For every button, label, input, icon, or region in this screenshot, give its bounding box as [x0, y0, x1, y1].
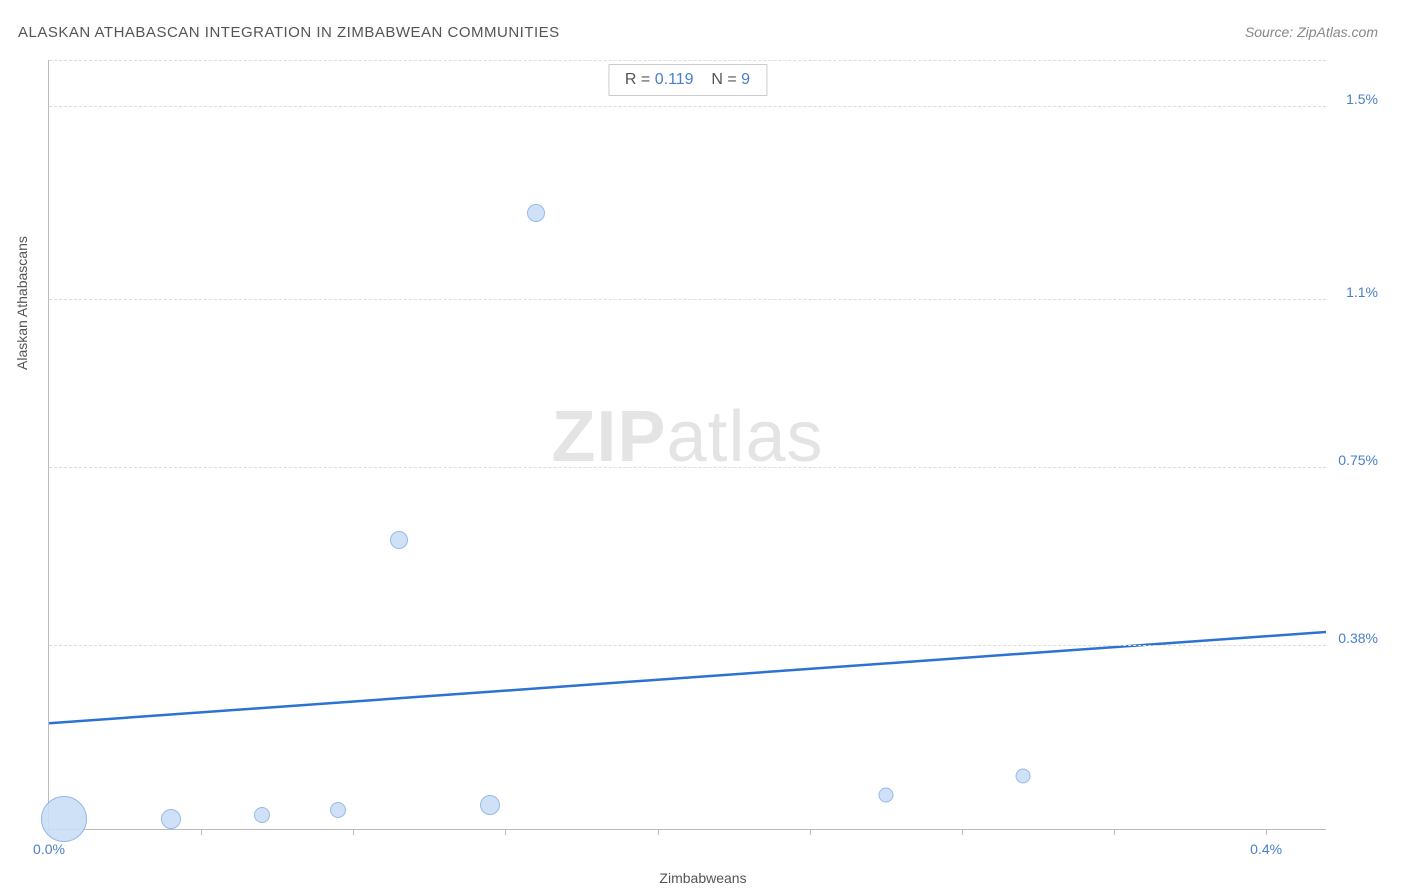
r-value: 0.119 [655, 71, 694, 88]
n-label: N = [711, 71, 736, 88]
y-tick-label: 1.1% [1346, 284, 1378, 300]
chart-area: ZIPatlas R = 0.119 N = 9 0.38%0.75%1.1%1… [48, 60, 1358, 850]
watermark: ZIPatlas [551, 395, 823, 477]
x-tick-label: 0.0% [33, 841, 65, 857]
data-point [480, 795, 500, 815]
chart-container: ALASKAN ATHABASCAN INTEGRATION IN ZIMBAB… [0, 0, 1406, 892]
watermark-zip: ZIP [551, 396, 666, 476]
x-tick [505, 829, 506, 835]
gridline [49, 467, 1326, 468]
y-tick-label: 0.75% [1338, 452, 1378, 468]
x-axis-label: Zimbabweans [659, 870, 746, 886]
x-tick-label: 0.4% [1250, 841, 1282, 857]
data-point [41, 796, 87, 842]
watermark-atlas: atlas [666, 396, 823, 476]
data-point [390, 531, 408, 549]
data-point [330, 802, 346, 818]
r-label: R = [625, 71, 650, 88]
data-point [161, 809, 181, 829]
x-tick [962, 829, 963, 835]
trend-line [49, 60, 1326, 829]
x-tick [810, 829, 811, 835]
x-tick [201, 829, 202, 835]
data-point [254, 807, 270, 823]
y-axis-label: Alaskan Athabascans [14, 236, 30, 370]
y-tick-label: 0.38% [1338, 630, 1378, 646]
data-point [527, 204, 545, 222]
gridline [49, 645, 1326, 646]
x-tick [1114, 829, 1115, 835]
chart-title: ALASKAN ATHABASCAN INTEGRATION IN ZIMBAB… [18, 24, 560, 41]
gridline [49, 106, 1326, 107]
data-point [878, 788, 893, 803]
x-tick [353, 829, 354, 835]
x-tick [658, 829, 659, 835]
stats-box: R = 0.119 N = 9 [608, 64, 767, 96]
n-value: 9 [741, 71, 750, 88]
gridline [49, 299, 1326, 300]
y-tick-label: 1.5% [1346, 91, 1378, 107]
plot-area: ZIPatlas R = 0.119 N = 9 0.38%0.75%1.1%1… [48, 60, 1326, 830]
gridline [49, 60, 1326, 61]
source-attribution: Source: ZipAtlas.com [1245, 24, 1378, 40]
data-point [1015, 769, 1030, 784]
x-tick [1266, 829, 1267, 835]
